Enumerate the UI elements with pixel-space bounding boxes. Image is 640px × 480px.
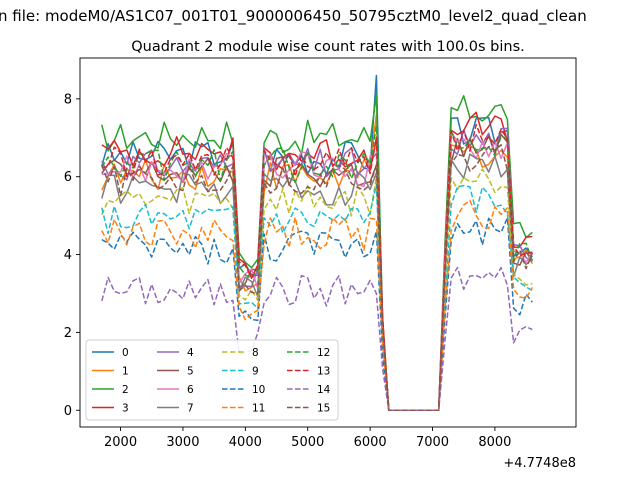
- figure-suptitle: n file: modeM0/AS1C07_001T01_9000006450_…: [0, 7, 587, 26]
- legend-label-1: 1: [122, 365, 129, 377]
- legend-label-12: 12: [317, 347, 330, 359]
- series-line-2: [101, 94, 533, 412]
- y-tick-label: 6: [64, 170, 72, 185]
- series-line-3: [101, 111, 533, 412]
- legend-label-0: 0: [122, 347, 129, 359]
- x-axis: 2000 3000 4000 5000 6000 7000 8000: [104, 427, 511, 450]
- y-axis: 0 2 4 6 8: [64, 92, 80, 419]
- series-line-13: [101, 123, 533, 412]
- axes-title: Quadrant 2 module wise count rates with …: [131, 39, 525, 55]
- legend-label-9: 9: [252, 365, 259, 377]
- x-tick-label: 2000: [104, 435, 137, 450]
- y-tick-label: 4: [64, 248, 72, 263]
- x-axis-offset-label: +4.7748e8: [503, 456, 576, 471]
- legend-label-7: 7: [187, 402, 194, 414]
- series-line-7: [101, 153, 533, 412]
- series-line-14: [101, 266, 533, 412]
- series-line-15: [101, 144, 533, 412]
- legend-box: [85, 339, 339, 421]
- series-line-11: [101, 199, 533, 412]
- series-line-10: [101, 217, 533, 412]
- series-line-0: [101, 74, 533, 412]
- legend-label-10: 10: [252, 384, 265, 396]
- x-tick-label: 4000: [229, 435, 262, 450]
- y-tick-label: 2: [64, 326, 72, 341]
- legend-label-2: 2: [122, 384, 129, 396]
- x-tick-label: 5000: [291, 435, 324, 450]
- legend-label-4: 4: [187, 347, 194, 359]
- series-line-4: [101, 127, 533, 412]
- x-tick-label: 8000: [478, 435, 511, 450]
- legend-label-11: 11: [252, 402, 265, 414]
- x-tick-label: 7000: [416, 435, 449, 450]
- legend-label-6: 6: [187, 384, 194, 396]
- legend-label-13: 13: [317, 365, 330, 377]
- y-tick-label: 0: [64, 404, 72, 419]
- legend-label-14: 14: [317, 384, 331, 396]
- series-line-9: [101, 183, 533, 412]
- legend-label-8: 8: [252, 347, 259, 359]
- axes-frame: [79, 57, 577, 428]
- x-tick-label: 3000: [166, 435, 199, 450]
- legend-label-15: 15: [317, 402, 330, 414]
- y-tick-label: 8: [64, 92, 72, 107]
- series-layer: [101, 74, 534, 412]
- legend-label-5: 5: [187, 365, 194, 377]
- x-tick-label: 6000: [354, 435, 387, 450]
- legend-label-3: 3: [122, 402, 129, 414]
